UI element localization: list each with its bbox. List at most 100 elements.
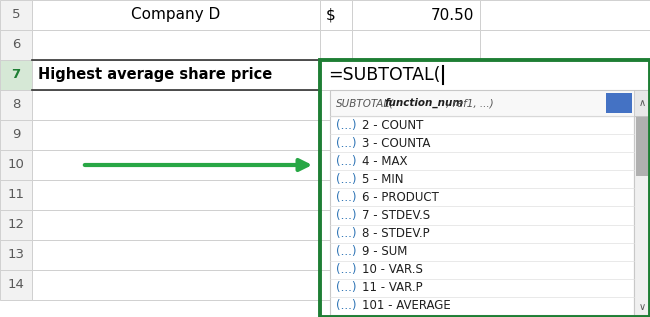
Bar: [0, 120, 32, 150]
Text: 13: 13: [8, 249, 25, 262]
Bar: [320, 0, 352, 30]
Bar: [32, 150, 320, 180]
Text: 10 - VAR.S: 10 - VAR.S: [362, 263, 423, 276]
Bar: [480, 0, 650, 30]
Bar: [32, 30, 320, 60]
Bar: [320, 60, 352, 90]
Text: Company D: Company D: [131, 8, 220, 23]
Text: , ref1, ...): , ref1, ...): [446, 98, 493, 108]
Bar: [32, 180, 320, 210]
Text: 8 - STDEV.P: 8 - STDEV.P: [362, 227, 430, 240]
Text: 11: 11: [8, 189, 25, 202]
Bar: [32, 210, 320, 240]
Text: 14: 14: [8, 279, 25, 292]
Bar: [32, 60, 320, 90]
Text: Highest average share price: Highest average share price: [38, 68, 272, 82]
Text: (...): (...): [336, 300, 356, 313]
Text: 3 - COUNTA: 3 - COUNTA: [362, 137, 430, 150]
Bar: [320, 210, 352, 240]
Bar: [32, 240, 320, 270]
Bar: [330, 116, 634, 315]
Bar: [352, 240, 480, 270]
Bar: [634, 116, 650, 315]
Text: (...): (...): [336, 263, 356, 276]
Text: (...): (...): [336, 173, 356, 186]
Text: 9: 9: [12, 128, 20, 141]
Text: $: $: [326, 8, 336, 23]
Bar: [320, 270, 352, 300]
Text: 10: 10: [8, 158, 25, 171]
Bar: [480, 90, 650, 120]
Bar: [352, 210, 480, 240]
Text: 6: 6: [12, 38, 20, 51]
Bar: [320, 30, 352, 60]
Bar: [352, 150, 480, 180]
Text: function_num: function_num: [384, 98, 463, 108]
Bar: [480, 240, 650, 270]
Bar: [480, 150, 650, 180]
Bar: [0, 150, 32, 180]
Bar: [32, 90, 320, 120]
Text: ∧: ∧: [638, 98, 645, 108]
Text: 8: 8: [12, 99, 20, 112]
Text: 9 - SUM: 9 - SUM: [362, 245, 408, 258]
Bar: [0, 270, 32, 300]
Text: (...): (...): [336, 245, 356, 258]
Text: ∨: ∨: [638, 302, 645, 312]
Text: 5: 5: [12, 9, 20, 22]
Bar: [320, 60, 650, 90]
Text: 5 - MIN: 5 - MIN: [362, 173, 404, 186]
Text: (...): (...): [336, 209, 356, 222]
Bar: [634, 90, 650, 116]
Text: (...): (...): [336, 137, 356, 150]
Bar: [0, 90, 32, 120]
Bar: [352, 120, 480, 150]
Text: 7: 7: [12, 68, 21, 81]
Bar: [352, 180, 480, 210]
Bar: [480, 30, 650, 60]
Text: (...): (...): [336, 191, 356, 204]
Bar: [320, 90, 352, 120]
Text: (...): (...): [336, 155, 356, 168]
Bar: [320, 180, 352, 210]
Text: =SUBTOTAL(: =SUBTOTAL(: [328, 66, 441, 84]
Bar: [330, 90, 650, 116]
Bar: [32, 0, 320, 30]
Bar: [0, 210, 32, 240]
Bar: [480, 180, 650, 210]
Text: SUBTOTAL(: SUBTOTAL(: [336, 98, 394, 108]
Text: 70.50: 70.50: [430, 8, 474, 23]
Bar: [320, 240, 352, 270]
Bar: [0, 60, 32, 90]
Text: (...): (...): [336, 227, 356, 240]
Text: 7 - STDEV.S: 7 - STDEV.S: [362, 209, 430, 222]
Text: 101 - AVERAGE: 101 - AVERAGE: [362, 300, 450, 313]
Text: 6 - PRODUCT: 6 - PRODUCT: [362, 191, 439, 204]
Bar: [0, 240, 32, 270]
Bar: [352, 0, 480, 30]
Bar: [0, 60, 32, 90]
Text: (...): (...): [336, 119, 356, 132]
Text: 4 - MAX: 4 - MAX: [362, 155, 408, 168]
Bar: [32, 120, 320, 150]
Bar: [352, 60, 480, 90]
Bar: [32, 270, 320, 300]
Text: 2 - COUNT: 2 - COUNT: [362, 119, 423, 132]
Text: (...): (...): [336, 281, 356, 294]
Bar: [636, 116, 648, 176]
Bar: [320, 120, 352, 150]
Bar: [352, 90, 480, 120]
Bar: [0, 0, 32, 30]
Bar: [480, 210, 650, 240]
Bar: [480, 120, 650, 150]
Text: 12: 12: [8, 218, 25, 231]
Bar: [0, 30, 32, 60]
Bar: [320, 60, 650, 317]
Bar: [352, 30, 480, 60]
Bar: [606, 93, 632, 113]
Bar: [480, 60, 650, 90]
Text: 11 - VAR.P: 11 - VAR.P: [362, 281, 422, 294]
Bar: [320, 150, 352, 180]
Bar: [480, 270, 650, 300]
Bar: [0, 180, 32, 210]
